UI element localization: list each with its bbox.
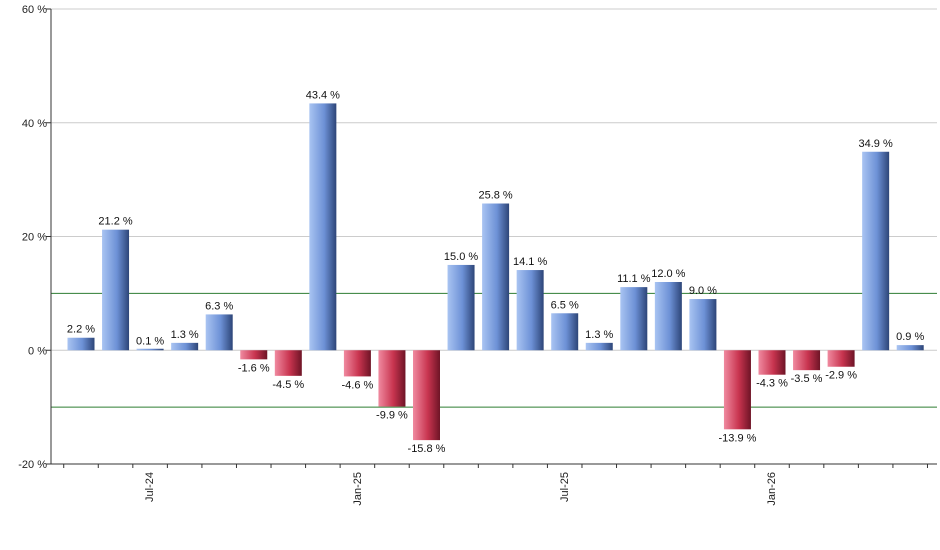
- data-label: -13.9 %: [718, 432, 756, 444]
- bar: [482, 203, 510, 351]
- bar: [862, 151, 890, 351]
- x-tick-label: Jul-24: [144, 472, 156, 502]
- bar: [654, 282, 682, 351]
- data-label: 9.0 %: [689, 285, 717, 297]
- bar: [205, 314, 233, 351]
- x-tick-label: Jul-25: [559, 472, 571, 502]
- bar: [585, 342, 613, 351]
- data-label: 6.3 %: [205, 300, 233, 312]
- bar: [274, 350, 302, 376]
- bar: [136, 348, 164, 351]
- data-label: -9.9 %: [376, 410, 408, 422]
- bar: [758, 350, 786, 375]
- data-label: 21.2 %: [98, 216, 132, 228]
- bar: [343, 350, 371, 377]
- data-label: 15.0 %: [444, 251, 478, 263]
- data-label: 11.1 %: [617, 273, 651, 285]
- data-label: 6.5 %: [551, 299, 579, 311]
- x-tick-label: Jan-26: [766, 472, 778, 506]
- data-label: -4.6 %: [342, 379, 374, 391]
- data-label: 1.3 %: [585, 329, 613, 341]
- x-tick-label: Jan-25: [352, 472, 364, 506]
- bar: [620, 287, 648, 351]
- data-label: 25.8 %: [478, 190, 512, 202]
- y-tick-label: 60 %: [22, 4, 47, 16]
- data-label: -3.5 %: [791, 373, 823, 385]
- bar: [447, 264, 475, 351]
- data-label: 0.1 %: [136, 336, 164, 348]
- data-label: -1.6 %: [238, 362, 270, 374]
- axes: 60 % 40 % 20 % 0 % -20 % Jul-24 Jan-25 Jul-25 Ja…: [18, 4, 937, 506]
- bar: [551, 313, 579, 351]
- y-tick-label: 40 %: [22, 118, 47, 130]
- bar: [309, 103, 337, 351]
- data-label: 0.9 %: [896, 331, 924, 343]
- y-tick-label: 20 %: [22, 232, 47, 244]
- y-tick-label: -20 %: [18, 459, 47, 471]
- bar: [516, 270, 544, 351]
- bar: [723, 350, 751, 430]
- data-label: -4.3 %: [756, 378, 788, 390]
- bar: [413, 350, 440, 441]
- y-tick-label: 0 %: [28, 345, 47, 357]
- bars: [67, 103, 924, 441]
- bar: [171, 342, 199, 351]
- data-label: 2.2 %: [67, 324, 95, 336]
- data-label: -4.5 %: [272, 379, 304, 391]
- data-label: -2.9 %: [825, 370, 857, 382]
- data-label: 43.4 %: [306, 89, 340, 101]
- bar: [102, 229, 130, 351]
- data-labels: 2.2 % 21.2 % 0.1 % 1.3 % 6.3 % -1.6 %-4.5 % 43…: [67, 89, 925, 455]
- data-label: -15.8 %: [408, 443, 446, 455]
- data-label: 34.9 %: [859, 138, 893, 150]
- data-label: 12.0 %: [651, 268, 685, 280]
- bar: [827, 350, 855, 367]
- data-label: 1.3 %: [171, 329, 199, 341]
- bar: [793, 350, 821, 371]
- bar: [67, 337, 95, 351]
- bar: [240, 350, 268, 360]
- bar: [378, 350, 406, 407]
- bar: [689, 299, 717, 351]
- data-label: 14.1 %: [513, 256, 547, 268]
- bar: [896, 345, 924, 351]
